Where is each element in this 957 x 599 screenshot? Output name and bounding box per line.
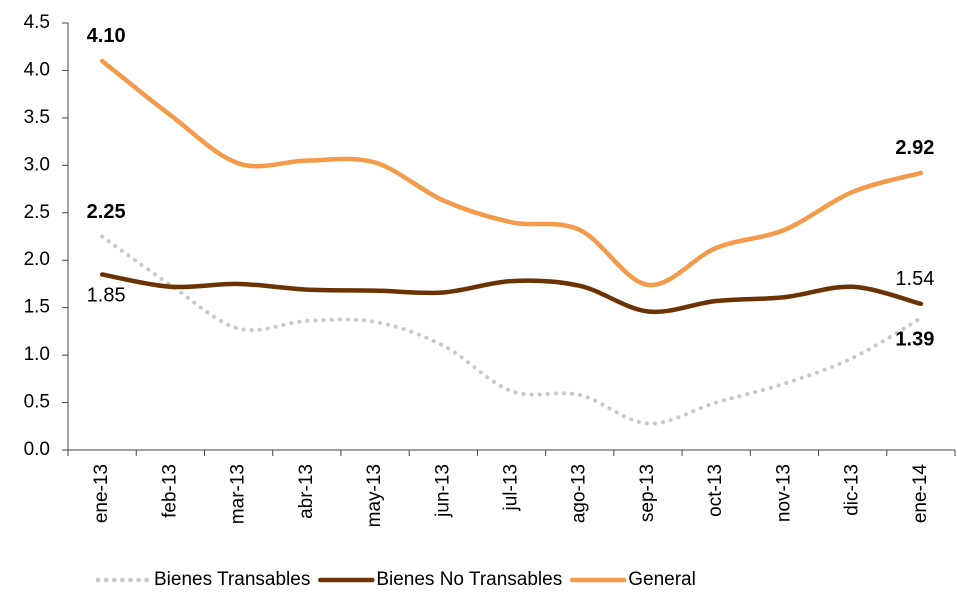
y-tick-label: 1.5 <box>24 297 50 318</box>
data-label: 4.10 <box>87 25 126 47</box>
y-tick-label: 4.0 <box>24 59 50 80</box>
data-label: 1.85 <box>87 285 126 307</box>
y-tick-label: 0.0 <box>24 439 50 460</box>
data-label: 1.54 <box>895 268 934 290</box>
y-tick-label: 3.0 <box>24 154 50 175</box>
data-label: 1.39 <box>895 328 934 350</box>
x-tick-label: abr-13 <box>296 464 317 519</box>
x-tick-label: jun-13 <box>432 464 453 518</box>
x-tick-label: jul-13 <box>501 464 522 511</box>
y-tick-label: 2.0 <box>24 249 50 270</box>
x-tick-label: dic-13 <box>842 464 863 516</box>
x-tick-label: nov-13 <box>773 464 794 522</box>
x-tick-label: may-13 <box>364 464 385 527</box>
legend-label: Bienes Transables <box>154 569 310 590</box>
x-tick-label: sep-13 <box>637 464 658 522</box>
data-label: 2.92 <box>895 137 934 159</box>
line <box>99 58 924 288</box>
data-label: 2.25 <box>87 201 126 223</box>
y-tick-label: 3.5 <box>24 107 50 128</box>
line <box>99 272 924 315</box>
y-tick-label: 1.0 <box>24 344 50 365</box>
line <box>100 234 923 426</box>
y-tick-label: 4.5 <box>24 12 50 33</box>
x-tick-label: ago-13 <box>569 464 590 523</box>
x-tick-label: mar-13 <box>228 464 249 524</box>
x-tick-label: ene-13 <box>91 464 112 523</box>
legend-label: Bienes No Transables <box>376 569 562 590</box>
y-tick-label: 2.5 <box>24 202 50 223</box>
legend-label: General <box>628 569 696 590</box>
x-tick-label: oct-13 <box>705 464 726 517</box>
y-tick-label: 0.5 <box>24 392 50 413</box>
x-tick-label: ene-14 <box>910 464 931 524</box>
x-tick-label: feb-13 <box>159 464 180 518</box>
